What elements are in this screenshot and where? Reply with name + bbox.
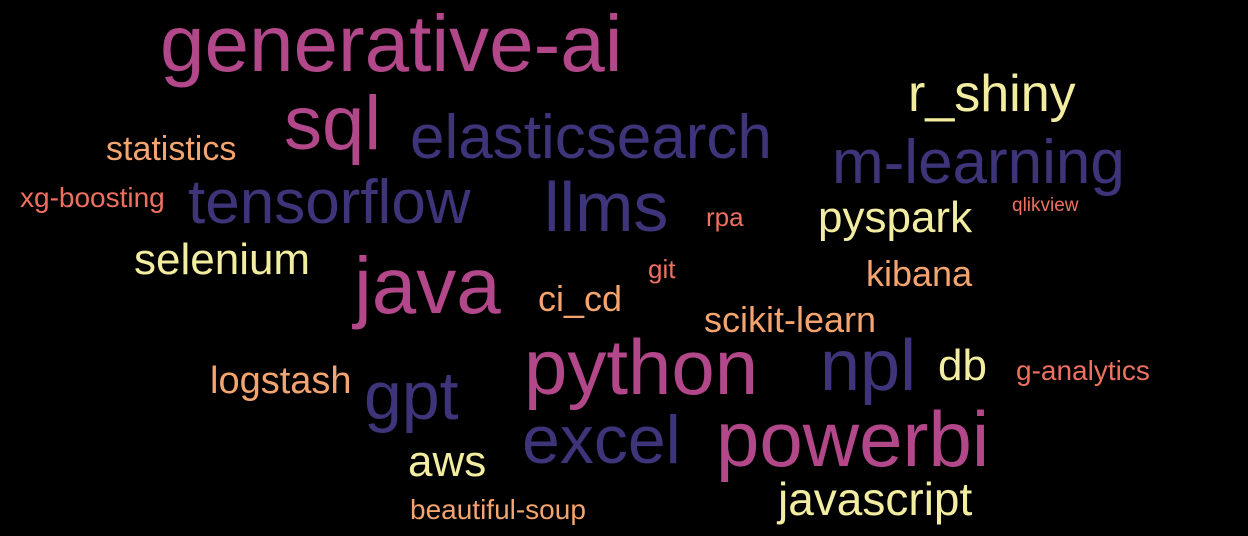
word-javascript: javascript	[778, 473, 973, 525]
word-ci-cd: ci_cd	[538, 278, 623, 319]
word-kibana: kibana	[866, 253, 973, 294]
word-g-analytics: g-analytics	[1016, 355, 1150, 386]
word-tensorflow: tensorflow	[188, 168, 471, 237]
word-java: java	[354, 241, 501, 330]
word-xg-boosting: xg-boosting	[20, 182, 165, 213]
word-selenium: selenium	[134, 235, 311, 284]
word-python: python	[524, 323, 759, 411]
word-m-learning: m-learning	[832, 128, 1125, 197]
word-llms: llms	[544, 168, 669, 246]
word-pyspark: pyspark	[818, 193, 973, 242]
word-aws: aws	[408, 437, 487, 486]
word-gpt: gpt	[364, 358, 459, 434]
word-qlikview: qlikview	[1012, 195, 1079, 216]
word-excel: excel	[522, 402, 681, 478]
word-npl: npl	[820, 326, 917, 406]
word-generative-ai: generative-ai	[160, 0, 623, 88]
word-git: git	[648, 254, 676, 284]
word-r-shiny: r_shiny	[908, 65, 1076, 123]
word-beautiful-soup: beautiful-soup	[410, 494, 586, 525]
word-elasticsearch: elasticsearch	[410, 103, 772, 172]
word-sql: sql	[284, 81, 382, 166]
word-logstash: logstash	[210, 360, 352, 402]
word-scikit-learn: scikit-learn	[704, 299, 877, 340]
word-statistics: statistics	[106, 130, 237, 168]
word-powerbi: powerbi	[716, 395, 990, 483]
word-rpa: rpa	[706, 202, 744, 232]
word-db: db	[938, 341, 987, 390]
